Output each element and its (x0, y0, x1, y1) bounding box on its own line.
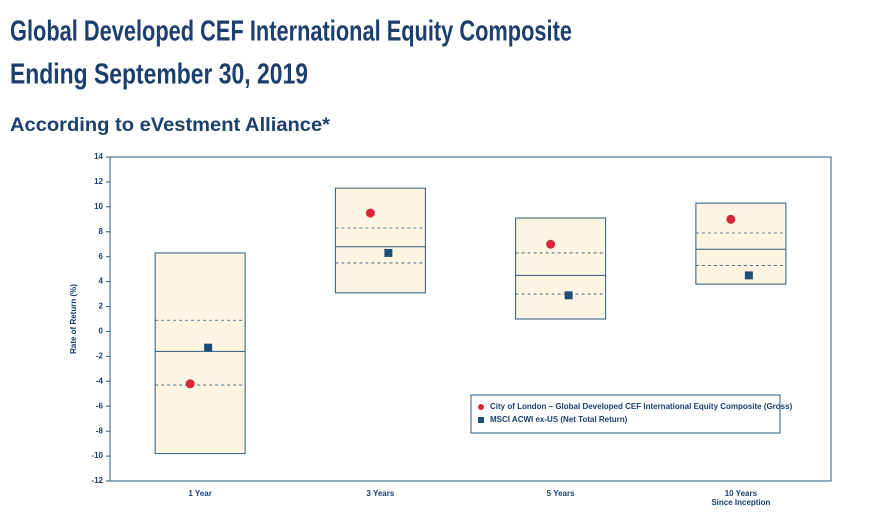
y-tick-label: -10 (91, 451, 103, 460)
point (744, 271, 753, 280)
y-tick-label: 4 (99, 277, 104, 286)
y-tick-label: 10 (94, 202, 103, 211)
point (564, 291, 573, 300)
y-tick-label: 6 (99, 252, 104, 261)
plot-frame (109, 156, 832, 482)
x-tick-label: 10 Years Since Inception (711, 489, 771, 507)
x-tick-label-box: 3 Years (366, 489, 395, 498)
x-tick-label-box: 10 Years Since Inception (711, 489, 771, 507)
y-tick-label: -4 (96, 376, 104, 385)
point (365, 208, 375, 218)
point (546, 239, 556, 249)
legend-label: City of London – Global Developed CEF In… (490, 402, 793, 411)
chart-subtitle: Ending September 30, 2019 (10, 59, 308, 91)
chart-title: Global Developed CEF International Equit… (10, 16, 572, 48)
x-tick-label-box: 1 Year (188, 489, 212, 498)
y-tick-label: -2 (96, 351, 104, 360)
range-box (334, 187, 426, 294)
source-note: According to eVestment Alliance* (10, 115, 331, 136)
point (204, 343, 213, 352)
point (384, 248, 393, 257)
y-tick-label: -8 (96, 426, 104, 435)
legend-marker (478, 404, 484, 410)
range-box (154, 252, 246, 455)
x-tick-label: 3 Years (366, 489, 395, 498)
x-tick-label-box: 5 Years (546, 489, 575, 498)
point (185, 379, 195, 389)
range-box (515, 217, 607, 320)
y-tick-label: -12 (91, 476, 103, 485)
x-tick-label: 5 Years (546, 489, 575, 498)
range-box (695, 202, 787, 285)
y-axis-label: Rate of Return (%) (69, 284, 78, 354)
point (726, 214, 736, 224)
legend-label: MSCI ACWI ex-US (Net Total Return) (490, 415, 628, 424)
y-tick-label: -6 (96, 401, 104, 410)
y-tick-label: 8 (99, 227, 104, 236)
legend-box (470, 394, 781, 434)
y-tick-label: 0 (99, 327, 104, 336)
legend-marker (478, 417, 484, 423)
y-tick-label: 12 (94, 177, 103, 186)
x-tick-label: 1 Year (188, 489, 212, 498)
y-tick-label: 2 (99, 302, 104, 311)
y-tick-label: 14 (94, 152, 103, 161)
